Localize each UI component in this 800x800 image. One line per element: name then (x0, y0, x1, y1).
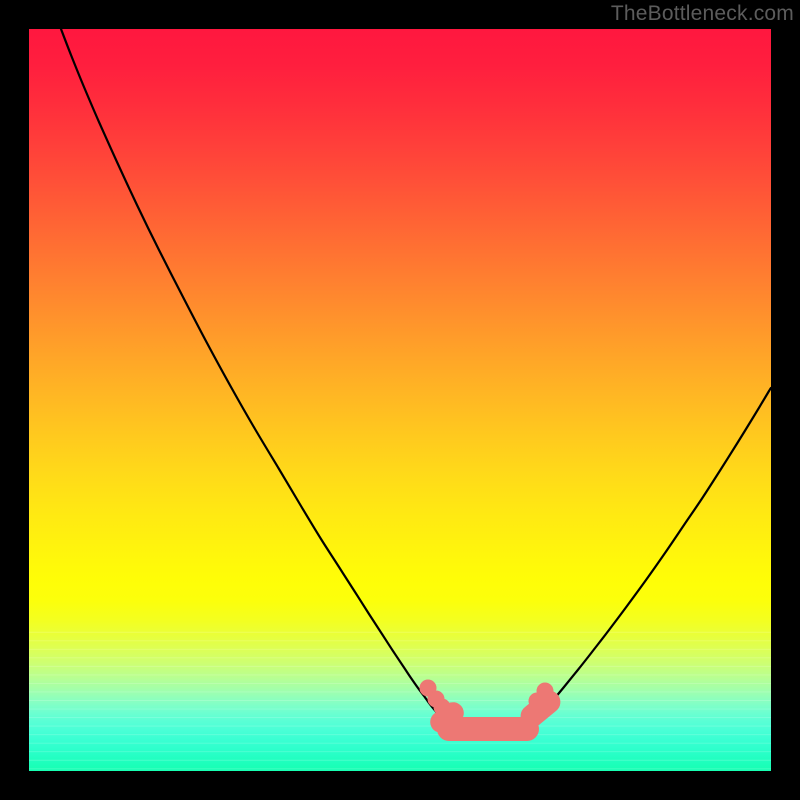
watermark-label: TheBottleneck.com (611, 2, 794, 26)
data-marker (434, 699, 450, 715)
chart-svg (29, 29, 771, 771)
bottleneck-chart (29, 29, 771, 771)
chart-frame: TheBottleneck.com (0, 0, 800, 800)
data-marker (537, 683, 553, 699)
